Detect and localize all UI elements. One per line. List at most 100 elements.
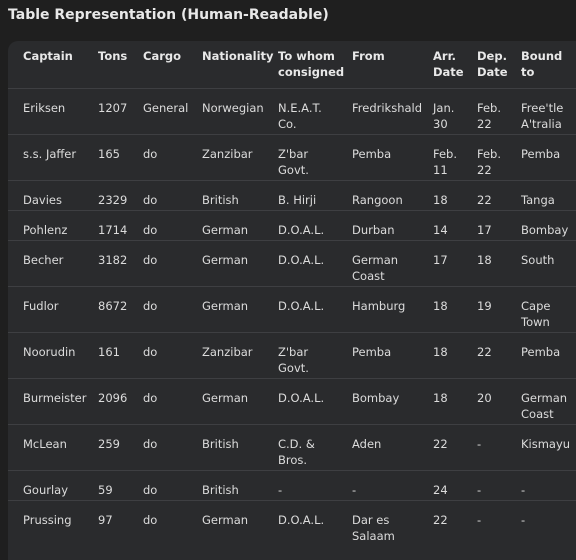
cell-line: -: [477, 482, 482, 497]
cell-line: Aden: [352, 436, 382, 451]
table-cell: British: [202, 424, 278, 470]
cell-line: Kismayu: [521, 436, 571, 451]
table-cell: 259: [98, 424, 143, 470]
table-cell: do: [143, 210, 202, 240]
table-cell: 22: [477, 332, 521, 378]
cell-line: do: [143, 390, 158, 405]
cell-line: Feb.: [477, 100, 502, 115]
cell-line: D.O.A.L.: [278, 222, 325, 237]
table-cell: British: [202, 470, 278, 500]
cell-line: 259: [98, 436, 120, 451]
table-cell: 2096: [98, 378, 143, 424]
table-container: Captain Tons Cargo Nationality To whom consig…: [8, 41, 576, 560]
cell-line: Pohlenz: [23, 222, 68, 237]
table-cell: D.O.A.L.: [278, 240, 352, 286]
table-cell: D.O.A.L.: [278, 210, 352, 240]
cell-line: D.O.A.L.: [278, 512, 325, 527]
cell-line: do: [143, 436, 158, 451]
cell-line: General: [143, 100, 189, 115]
table-cell: do: [143, 424, 202, 470]
cell-line: Davies: [23, 192, 62, 207]
table-cell: South: [521, 240, 576, 286]
cell-line: Pemba: [521, 146, 561, 161]
table-cell: German: [202, 378, 278, 424]
cell-line: McLean: [23, 436, 67, 451]
cell-line: 59: [98, 482, 113, 497]
cell-line: Zanzibar: [202, 344, 253, 359]
cell-line: do: [143, 222, 158, 237]
cell-line: Pemba: [521, 344, 561, 359]
ship-table: Captain Tons Cargo Nationality To whom consig…: [8, 41, 576, 546]
table-cell: -: [477, 424, 521, 470]
column-header-line: Bound: [521, 49, 563, 63]
cell-line: -: [352, 482, 357, 497]
table-cell: Bombay: [521, 210, 576, 240]
table-cell: 17: [433, 240, 477, 286]
column-header: Nationality: [202, 41, 278, 88]
cell-line: South: [521, 252, 555, 267]
table-cell: Hamburg: [352, 286, 433, 332]
cell-line: 17: [477, 222, 492, 237]
table-cell: 97: [98, 500, 143, 546]
table-cell: do: [143, 286, 202, 332]
column-header-line: Arr.: [433, 49, 456, 63]
cell-line: 14: [433, 222, 448, 237]
table-cell: German: [202, 500, 278, 546]
cell-line: Feb.: [433, 146, 458, 161]
cell-line: British: [202, 482, 239, 497]
cell-line: 17: [433, 252, 448, 267]
table-cell: German: [202, 240, 278, 286]
table-cell: German: [202, 286, 278, 332]
cell-line: German: [352, 252, 399, 267]
cell-line: Co.: [278, 116, 297, 131]
table-cell: German Coast: [521, 378, 576, 424]
cell-line: 165: [98, 146, 120, 161]
table-cell: Eriksen: [8, 88, 98, 134]
table-cell: Z'bar Govt.: [278, 134, 352, 180]
table-row: Burmeister 2096 do German D.O.A.L. Bombay 18 20…: [8, 378, 576, 424]
cell-line: 22: [477, 344, 492, 359]
table-cell: D.O.A.L.: [278, 500, 352, 546]
cell-line: British: [202, 192, 239, 207]
column-header: Cargo: [143, 41, 202, 88]
table-cell: Noorudin: [8, 332, 98, 378]
cell-line: Burmeister: [23, 390, 87, 405]
cell-line: 18: [433, 192, 448, 207]
table-row: Davies 2329 do British B. Hirji Rangoon 18 22 Ta…: [8, 180, 576, 210]
table-cell: 18: [433, 286, 477, 332]
table-cell: do: [143, 180, 202, 210]
column-header: From: [352, 41, 433, 88]
cell-line: Govt.: [278, 360, 309, 375]
column-header-line: consigned: [278, 65, 345, 79]
cell-line: Cape: [521, 298, 551, 313]
column-header-line: Dep.: [477, 49, 507, 63]
cell-line: Norwegian: [202, 100, 264, 115]
cell-line: German: [202, 252, 249, 267]
table-cell: -: [521, 500, 576, 546]
cell-line: German: [202, 222, 249, 237]
table-cell: 14: [433, 210, 477, 240]
column-header: Bound to: [521, 41, 576, 88]
cell-line: 22: [477, 116, 492, 131]
cell-line: British: [202, 436, 239, 451]
table-cell: Z'bar Govt.: [278, 332, 352, 378]
cell-line: 18: [477, 252, 492, 267]
cell-line: C.D. &: [278, 436, 315, 451]
cell-line: D.O.A.L.: [278, 390, 325, 405]
table-cell: -: [278, 470, 352, 500]
table-row: McLean 259 do British C.D. & Bros. Aden 22 - Kism…: [8, 424, 576, 470]
cell-line: 19: [477, 298, 492, 313]
cell-line: German: [202, 390, 249, 405]
column-header: Captain: [8, 41, 98, 88]
table-cell: Tanga: [521, 180, 576, 210]
table-cell: N.E.A.T. Co.: [278, 88, 352, 134]
table-cell: -: [477, 500, 521, 546]
cell-line: D.O.A.L.: [278, 252, 325, 267]
cell-line: 11: [433, 162, 448, 177]
cell-line: Coast: [352, 268, 385, 283]
cell-line: do: [143, 192, 158, 207]
cell-line: s.s. Jaffer: [23, 146, 77, 161]
cell-line: 22: [433, 436, 448, 451]
table-cell: C.D. & Bros.: [278, 424, 352, 470]
column-header: Tons: [98, 41, 143, 88]
